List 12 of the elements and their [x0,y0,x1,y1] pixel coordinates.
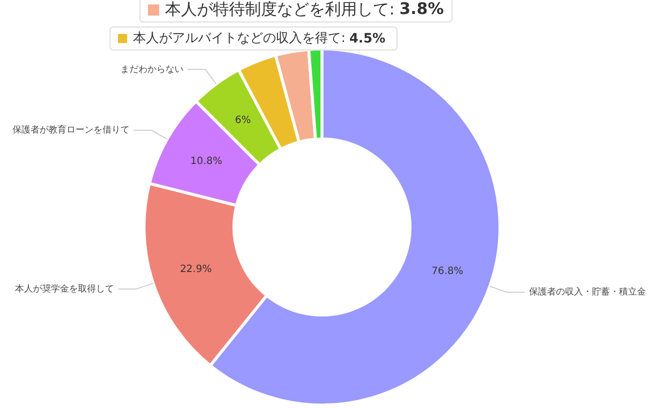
legend-label: 本人がアルバイトなどの収入を得て [133,31,342,46]
data-label: 10.8% [190,156,222,168]
slice-label: 本人が奨学金を取得して [15,284,114,295]
slice-label: 保護者が教育ローンを借りて [12,124,130,136]
legend-label: 本人が特待制度などを利用して [165,0,390,18]
data-label: 76.8% [432,266,464,278]
text: : 4.5% [341,31,386,46]
slice-label: 保護者の収入・貯蓄・積立金 [528,286,646,298]
data-label: 6% [234,114,251,126]
data-label: 22.9% [180,264,212,275]
slice-label: まだわからない [120,64,184,75]
text: : 3.8% [389,0,444,18]
